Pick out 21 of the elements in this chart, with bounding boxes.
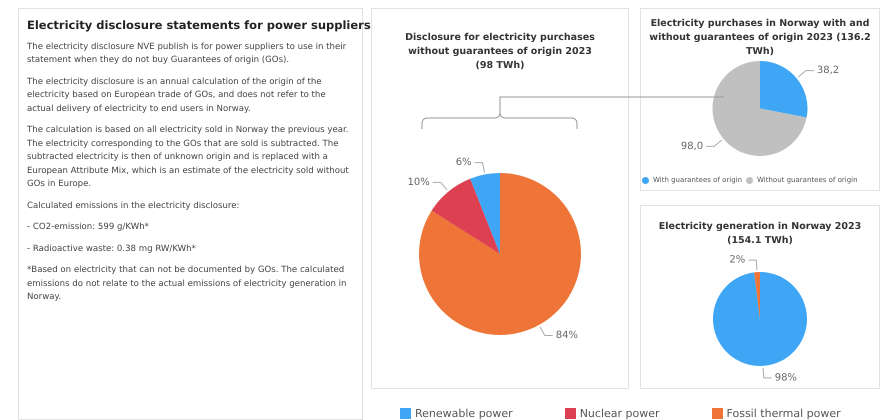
data-label: 10% — [407, 176, 430, 188]
text: Electricity disclosure statements for power suppliers — [27, 18, 371, 32]
text: - CO2-emission: 599 g/KWh* — [27, 221, 150, 234]
text: Calculated emissions in the electricity disclosure: — [27, 200, 240, 212]
text: *Based on electricity that can not be documented by GOs. The calculated emissions do not relate to the actual emissions of electricity generation in Norway. — [27, 264, 348, 304]
data-label: 38,2 — [816, 65, 840, 76]
text: - Radioactive waste: 0.38 mg RW/KWh* — [27, 242, 197, 256]
text: The calculation is based on all electricity sold in Norway the previous year. The electricity corresponding to the GOs that are sold is subtracted. The subtracted electricity is then of unknown origin and is replaced with a European Attribute Mix, which is an estimate of the electricity sold without GOs in Europe. — [27, 124, 350, 191]
legend-label: Renewable power — [415, 407, 513, 420]
data-label: 84% — [556, 330, 578, 342]
chart-title: Disclosure for electricity purchases without guarantees of origin 2023 (98 TWh) — [404, 31, 596, 73]
legend-label: Nuclear power — [580, 407, 660, 420]
legend-label: Fossil thermal power — [726, 407, 841, 420]
data-label: 2% — [729, 254, 746, 266]
data-label: 98% — [774, 372, 797, 384]
data-label: 98,0 — [680, 140, 704, 152]
data-label: 6% — [456, 157, 472, 168]
chart-title: Electricity purchases in Norway with and without guarantees of origin 2023 (136.2 TWh) — [648, 17, 872, 59]
text: The electricity disclosure NVE publish is for power suppliers to use in their statement when they do not buy Guarantees of origin (GOs). — [27, 40, 348, 67]
text: The electricity disclosure is an annual calculation of the origin of the electricity based on European trade of GOs, and does not refer to the actual delivery of electricity to end users in Norway. — [27, 76, 327, 116]
chart-title: Electricity generation in Norway 2023 (154.1 TWh) — [658, 220, 862, 248]
